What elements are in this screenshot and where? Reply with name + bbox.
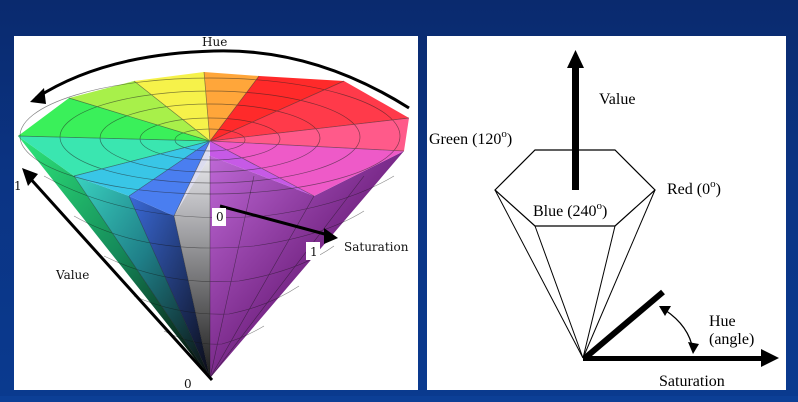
cone-green-side <box>18 136 210 378</box>
wheel-cyan <box>74 141 210 196</box>
hexcone-diagram: Value Green (120o) Red (0o) Blue (240o) … <box>427 36 786 390</box>
cone-edges <box>494 189 656 359</box>
saturation-label-left: Saturation <box>344 240 409 254</box>
tick-zero-bottom: 0 <box>184 377 192 390</box>
angle-label: (angle) <box>709 331 754 348</box>
blue-label: Blue (240o) <box>533 200 607 220</box>
cone-gray-cut <box>174 156 210 378</box>
slide-bottom-band <box>0 396 798 402</box>
hexcone-svg: Value Green (120o) Red (0o) Blue (240o) … <box>429 50 779 390</box>
hue-label: Hue <box>202 36 227 49</box>
tick-one-left: 1 <box>14 179 22 193</box>
value-arrow-left <box>22 168 214 382</box>
wheel-pink <box>210 118 409 151</box>
wheel-red-edge <box>210 81 409 141</box>
hsv-cone-svg: Hue 1 Value 0 0 1 Saturation <box>14 36 410 390</box>
wheel-green <box>18 98 210 141</box>
wheel-lime <box>69 81 210 141</box>
saturation-label-right: Saturation <box>659 373 725 390</box>
cone-purple-side <box>210 151 404 378</box>
wheel-red <box>210 76 344 141</box>
saturation-axis-arrow <box>583 349 779 367</box>
hsv-cone-figure: Hue 1 Value 0 0 1 Saturation <box>14 36 418 390</box>
tick-one-sat: 1 <box>310 245 318 259</box>
wheel-orange <box>204 72 259 141</box>
value-label-left: Value <box>55 268 89 282</box>
wheel-blue <box>129 141 210 216</box>
tick-zero-inner: 0 <box>216 210 224 224</box>
hue-ray <box>583 289 665 361</box>
green-label: Green (120o) <box>429 128 512 148</box>
hue-angle-arc <box>659 306 699 354</box>
wheel-teal <box>18 136 210 176</box>
red-label: Red (0o) <box>667 178 721 198</box>
hue-label-right: Hue <box>709 313 736 330</box>
hue-arrow <box>30 49 410 110</box>
hue-wheel <box>17 71 410 379</box>
value-axis-arrow <box>567 50 584 190</box>
value-label-right: Value <box>599 91 635 108</box>
saturation-arrow-left <box>219 204 338 244</box>
wheel-yellow <box>134 72 210 141</box>
wheel-magenta <box>210 141 404 196</box>
